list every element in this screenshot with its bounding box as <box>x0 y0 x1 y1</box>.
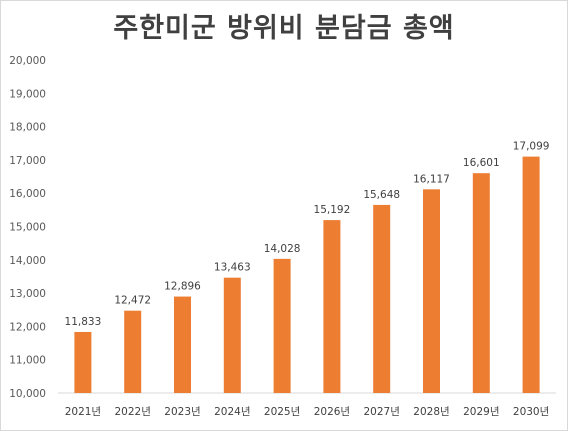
bar <box>124 310 142 393</box>
y-tick-label: 13,000 <box>9 288 46 300</box>
x-tick-label: 2021년 <box>65 406 101 418</box>
data-label: 15,192 <box>314 204 351 216</box>
x-tick-label: 2028년 <box>413 406 449 418</box>
chart-title: 주한미군 방위비 분담금 총액 <box>113 13 455 44</box>
data-label: 12,896 <box>164 281 201 293</box>
bar <box>323 220 341 393</box>
y-tick-label: 10,000 <box>9 388 46 400</box>
data-label: 11,833 <box>65 316 102 328</box>
bar <box>472 173 490 393</box>
bar <box>423 189 440 393</box>
y-tick-label: 17,000 <box>9 155 46 167</box>
x-axis-ticks: 2021년 2022년 2023년 2024년 2025년 2026년 2027년 2028년… <box>65 406 550 418</box>
data-label: 14,028 <box>264 243 301 255</box>
bar <box>373 204 391 393</box>
data-label: 13,463 <box>214 262 251 274</box>
y-axis-ticks: 10,000 11,000 12,000 13,000 14,000 15,000 16,0… <box>9 55 46 400</box>
x-tick-label: 2023년 <box>164 406 200 418</box>
bar <box>174 296 191 393</box>
data-label: 15,648 <box>363 189 400 201</box>
x-tick-label: 2022년 <box>115 406 151 418</box>
data-label: 17,099 <box>513 141 550 153</box>
data-label: 12,472 <box>114 295 151 307</box>
y-tick-label: 11,000 <box>9 355 46 367</box>
x-tick-label: 2024년 <box>214 406 250 418</box>
bar <box>522 156 540 393</box>
bar <box>273 258 291 393</box>
y-tick-label: 12,000 <box>9 321 46 333</box>
x-tick-label: 2027년 <box>364 406 400 418</box>
x-tick-label: 2025년 <box>264 406 300 418</box>
y-tick-label: 14,000 <box>9 255 46 267</box>
x-tick-label: 2029년 <box>463 406 499 418</box>
data-label: 16,117 <box>413 173 450 185</box>
data-label: 16,601 <box>463 157 500 169</box>
y-tick-label: 15,000 <box>9 222 46 234</box>
bar <box>223 277 241 393</box>
y-tick-label: 20,000 <box>9 55 46 67</box>
y-tick-label: 19,000 <box>9 88 46 100</box>
bars <box>74 156 540 393</box>
data-labels: 11,833 12,472 12,896 13,463 14,028 15,192 15,6… <box>65 141 550 328</box>
x-tick-label: 2026년 <box>314 406 350 418</box>
bar <box>74 331 92 393</box>
y-tick-label: 16,000 <box>9 188 46 200</box>
y-tick-label: 18,000 <box>9 122 46 134</box>
x-tick-label: 2030년 <box>513 406 549 418</box>
